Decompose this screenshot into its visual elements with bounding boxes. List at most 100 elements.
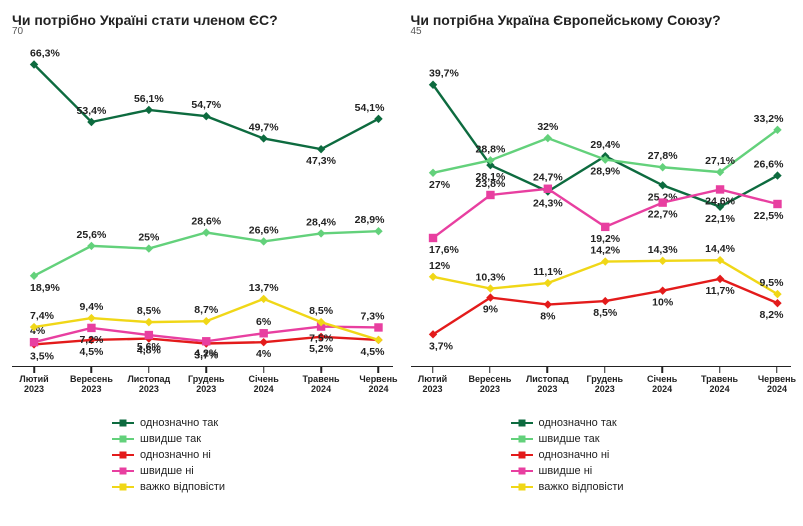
svg-text:3,7%: 3,7% — [429, 340, 454, 352]
svg-text:28,8%: 28,8% — [475, 143, 505, 155]
legend-label: однозначно так — [539, 417, 617, 429]
legend-marker-icon — [112, 454, 134, 457]
svg-text:8,5%: 8,5% — [309, 305, 334, 317]
x-axis-label: Травень2024 — [694, 375, 746, 395]
x-axis-label: Лютий2023 — [8, 375, 60, 395]
right-y-axis-max: 45 — [411, 26, 422, 37]
x-tick — [547, 367, 549, 373]
x-axis-label: Січень2024 — [238, 375, 290, 395]
svg-text:28,6%: 28,6% — [191, 216, 221, 228]
svg-text:11,1%: 11,1% — [533, 266, 563, 278]
svg-text:8,5%: 8,5% — [593, 307, 618, 319]
svg-text:14,2%: 14,2% — [590, 245, 620, 257]
x-axis-label: Вересень2023 — [65, 375, 117, 395]
svg-text:23,8%: 23,8% — [475, 178, 505, 190]
legend-marker-icon — [511, 438, 533, 441]
svg-text:22,1%: 22,1% — [705, 213, 735, 225]
svg-text:9,4%: 9,4% — [79, 301, 104, 313]
x-axis-label: Грудень2023 — [180, 375, 232, 395]
x-tick — [91, 367, 93, 373]
svg-text:47,3%: 47,3% — [306, 155, 336, 167]
legend-label: важко відповісти — [140, 481, 225, 493]
x-axis-label: Травень2024 — [295, 375, 347, 395]
left-chart-svg: 66,3%53,4%56,1%54,7%49,7%47,3%54,1%18,9%… — [12, 36, 393, 366]
svg-text:28,9%: 28,9% — [590, 166, 620, 178]
svg-text:27,8%: 27,8% — [647, 150, 677, 162]
legend-marker-icon — [112, 422, 134, 425]
svg-text:24,7%: 24,7% — [532, 172, 562, 184]
x-axis-label: Лютий2023 — [407, 375, 459, 395]
svg-text:54,7%: 54,7% — [191, 99, 221, 111]
legend-label: швидше ні — [140, 465, 194, 477]
x-axis-label: Листопад2023 — [521, 375, 573, 395]
legend-item: швидше так — [511, 433, 792, 445]
legend-marker-icon — [511, 470, 533, 473]
legend-label: швидше так — [539, 433, 600, 445]
x-tick — [320, 367, 322, 373]
legend-label: однозначно ні — [140, 449, 211, 461]
svg-text:54,1%: 54,1% — [355, 102, 385, 114]
svg-text:7,5%: 7,5% — [309, 333, 334, 345]
svg-text:14,3%: 14,3% — [647, 244, 677, 256]
svg-text:7,2%: 7,2% — [79, 334, 104, 346]
chart-container: Чи потрібно Україні стати членом ЄС? 70 … — [12, 12, 791, 493]
x-tick — [148, 367, 150, 373]
svg-text:7,4%: 7,4% — [30, 310, 55, 322]
left-chart-title: Чи потрібно Україні стати членом ЄС? — [12, 12, 393, 28]
svg-text:8,2%: 8,2% — [759, 309, 784, 321]
svg-text:19,2%: 19,2% — [590, 233, 620, 245]
svg-text:4%: 4% — [256, 348, 272, 360]
svg-text:22,5%: 22,5% — [753, 210, 783, 222]
legend-marker-icon — [511, 422, 533, 425]
svg-text:24,3%: 24,3% — [532, 198, 562, 210]
svg-text:12%: 12% — [429, 260, 451, 272]
svg-text:11,7%: 11,7% — [705, 285, 735, 297]
x-axis-label: Січень2024 — [636, 375, 688, 395]
legend-marker-icon — [112, 486, 134, 489]
legend-item: важко відповісти — [112, 481, 393, 493]
legend-item: швидше так — [112, 433, 393, 445]
x-axis-label: Червень2024 — [352, 375, 404, 395]
svg-text:4,2%: 4,2% — [194, 347, 219, 359]
svg-text:9%: 9% — [482, 304, 498, 316]
legend-marker-icon — [511, 454, 533, 457]
svg-text:6%: 6% — [256, 316, 272, 328]
svg-text:32%: 32% — [537, 121, 559, 133]
legend-label: швидше так — [140, 433, 201, 445]
svg-text:25%: 25% — [138, 232, 160, 244]
left-x-ticks — [12, 367, 393, 373]
left-chart-plot: 70 66,3%53,4%56,1%54,7%49,7%47,3%54,1%18… — [12, 36, 393, 367]
svg-text:22,7%: 22,7% — [647, 209, 677, 221]
svg-text:14,4%: 14,4% — [705, 243, 735, 255]
svg-text:28,4%: 28,4% — [306, 216, 336, 228]
legend-marker-icon — [112, 438, 134, 441]
legend-marker-icon — [112, 470, 134, 473]
x-axis-label: Вересень2023 — [464, 375, 516, 395]
svg-text:10%: 10% — [652, 297, 674, 309]
svg-text:8%: 8% — [540, 311, 556, 323]
x-tick — [489, 367, 491, 373]
svg-text:53,4%: 53,4% — [77, 105, 107, 117]
x-tick — [432, 367, 434, 373]
svg-text:56,1%: 56,1% — [134, 93, 164, 105]
svg-text:25,6%: 25,6% — [77, 229, 107, 241]
x-tick — [263, 367, 265, 373]
legend-label: швидше ні — [539, 465, 593, 477]
legend-item: однозначно так — [112, 417, 393, 429]
svg-text:10,3%: 10,3% — [475, 272, 505, 284]
right-chart-title: Чи потрібна Україна Європейському Союзу? — [411, 12, 792, 28]
svg-text:17,6%: 17,6% — [429, 244, 459, 256]
x-tick — [378, 367, 380, 373]
svg-text:49,7%: 49,7% — [249, 121, 279, 133]
svg-text:8,5%: 8,5% — [137, 305, 162, 317]
left-x-labels: Лютий2023Вересень2023Листопад2023Грудень… — [12, 375, 393, 403]
svg-text:5,2%: 5,2% — [309, 343, 334, 355]
svg-text:8,7%: 8,7% — [194, 304, 219, 316]
right-legend: однозначно такшвидше такоднозначно нішви… — [411, 417, 792, 493]
x-tick — [719, 367, 721, 373]
legend-item: швидше ні — [112, 465, 393, 477]
x-tick — [206, 367, 208, 373]
svg-text:28,9%: 28,9% — [355, 214, 385, 226]
legend-item: швидше ні — [511, 465, 792, 477]
svg-text:39,7%: 39,7% — [429, 68, 459, 80]
